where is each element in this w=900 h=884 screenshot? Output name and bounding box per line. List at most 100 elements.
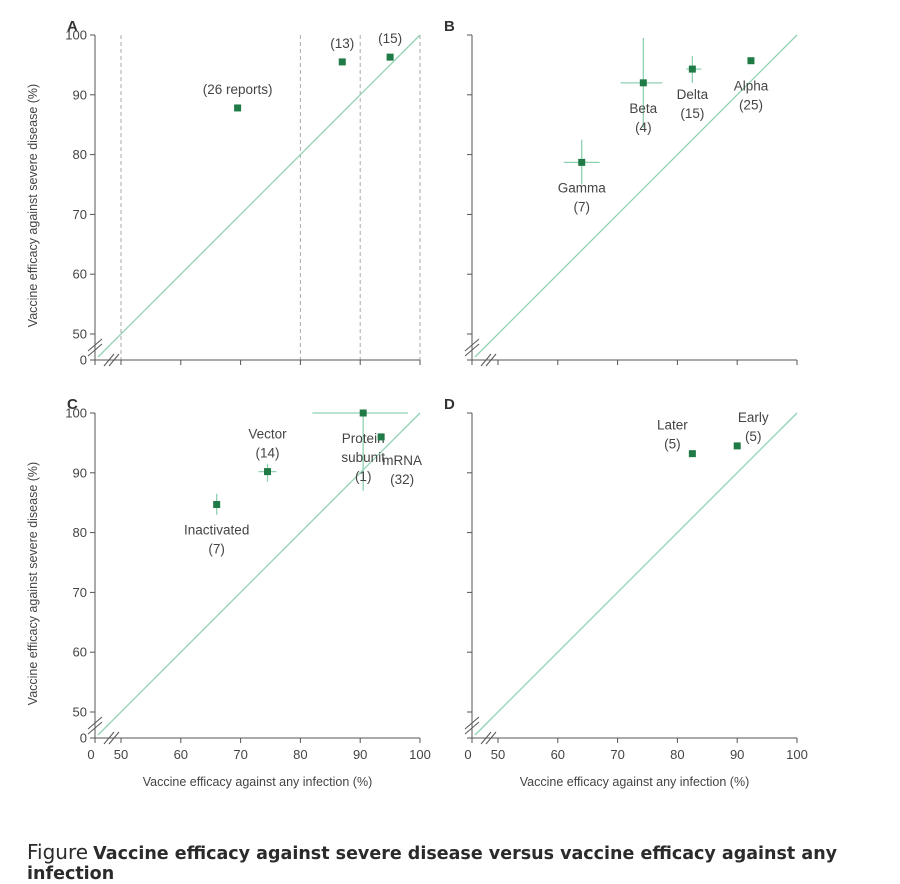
y-axis-break-mark [464,343,480,357]
point-label: (7) [573,199,590,214]
data-point [688,450,696,458]
point-label: Gamma [558,180,607,195]
y-axis-break-mark [87,338,103,352]
x-tick-label: 100 [786,747,808,762]
x-axis-break-mark [480,353,492,367]
data-point [747,57,755,65]
point-label: Delta [677,87,709,102]
data-point [338,58,346,66]
x-axis-break-mark [108,353,120,367]
y-tick-label: 100 [65,406,87,421]
point-label: Alpha [734,79,769,94]
caption-text: Vaccine efficacy against severe disease … [27,844,838,884]
point-label: Early [738,410,769,425]
y-tick-label: 0 [80,731,87,746]
x-tick-label: 0 [464,747,471,762]
y-tick-label: 90 [73,87,87,102]
point-label: subunit [341,450,385,465]
point-label: (26 reports) [203,82,273,97]
point-label: (4) [635,120,652,135]
point-label: (14) [256,446,280,461]
x-tick-label: 60 [551,747,565,762]
y-tick-label: 70 [73,585,87,600]
x-axis-break-mark [480,731,492,745]
point-label: (13) [330,36,354,51]
y-axis-break-mark [87,716,103,730]
identity-line [474,34,798,358]
data-point [264,468,272,476]
x-axis-label: Vaccine efficacy against any infection (… [143,775,373,789]
point-label: Beta [629,101,657,116]
identity-line [474,412,798,736]
panel-letter: C [67,396,78,413]
y-axis-label: Vaccine efficacy against severe disease … [26,84,40,327]
point-label: Vector [248,427,287,442]
x-axis-break-mark [485,353,497,367]
y-tick-label: 0 [80,353,87,368]
point-label: (25) [739,98,763,113]
y-axis-label: Vaccine efficacy against severe disease … [26,462,40,705]
x-axis-break-mark [485,731,497,745]
x-axis-label: Vaccine efficacy against any infection (… [520,775,750,789]
x-tick-label: 50 [491,747,505,762]
y-tick-label: 50 [73,705,87,720]
point-label: Protein [342,431,385,446]
data-point [386,53,394,61]
y-tick-label: 60 [73,267,87,282]
y-axis-break-mark [464,721,480,735]
data-point [213,500,221,508]
y-tick-label: 60 [73,645,87,660]
x-axis-break-mark [103,353,115,367]
data-point [578,158,586,166]
x-axis-break-mark [108,731,120,745]
y-tick-label: 80 [73,147,87,162]
y-axis-break-mark [464,716,480,730]
panel-letter: D [444,396,455,413]
point-label: (7) [208,541,225,556]
caption-lead: Figure [27,840,89,864]
data-point [359,409,367,417]
y-axis-break-mark [87,343,103,357]
x-tick-label: 100 [409,747,431,762]
y-tick-label: 80 [73,525,87,540]
identity-line [97,412,421,736]
panel-c: C 0 50 60 70 80 90 100 0 50 60 70 80 90 100 Vaccine eff… [26,396,431,789]
x-tick-label: 60 [174,747,188,762]
point-label: (32) [390,472,414,487]
point-label: (1) [355,469,372,484]
y-tick-label: 100 [65,28,87,43]
y-tick-label: 70 [73,207,87,222]
panel-b: B Gamma (7) Beta (4) Delta (15) Alpha (25) [444,18,798,367]
point-label: Inactivated [184,522,249,537]
y-axis-break-mark [87,721,103,735]
point-label: (15) [680,106,704,121]
x-tick-label: 70 [233,747,247,762]
x-tick-label: 90 [353,747,367,762]
figure-caption: Figure Vaccine efficacy against severe d… [27,840,887,884]
point-label: (5) [745,429,762,444]
data-point [639,79,647,87]
x-tick-label: 80 [293,747,307,762]
y-tick-label: 90 [73,465,87,480]
identity-line [97,34,421,358]
y-tick-label: 50 [73,327,87,342]
x-tick-label: 80 [670,747,684,762]
point-label: (5) [664,437,681,452]
data-point [234,104,242,112]
x-tick-label: 0 [87,747,94,762]
panel-letter: A [67,18,78,35]
x-axis-break-mark [103,731,115,745]
point-label: (15) [378,31,402,46]
figure-panels: A 0 50 60 70 80 90 100 Vaccine efficacy against … [26,18,808,789]
data-point [377,433,385,441]
y-axis-break-mark [464,338,480,352]
x-tick-label: 90 [730,747,744,762]
data-point [733,442,741,450]
x-tick-label: 50 [114,747,128,762]
data-point [688,65,696,73]
point-label: mRNA [382,453,422,468]
x-tick-label: 70 [610,747,624,762]
point-label: Later [657,418,688,433]
panel-d: D 0 50 60 70 80 90 100 Vaccine efficacy against … [444,396,808,789]
panel-a: A 0 50 60 70 80 90 100 Vaccine efficacy against … [26,18,421,368]
